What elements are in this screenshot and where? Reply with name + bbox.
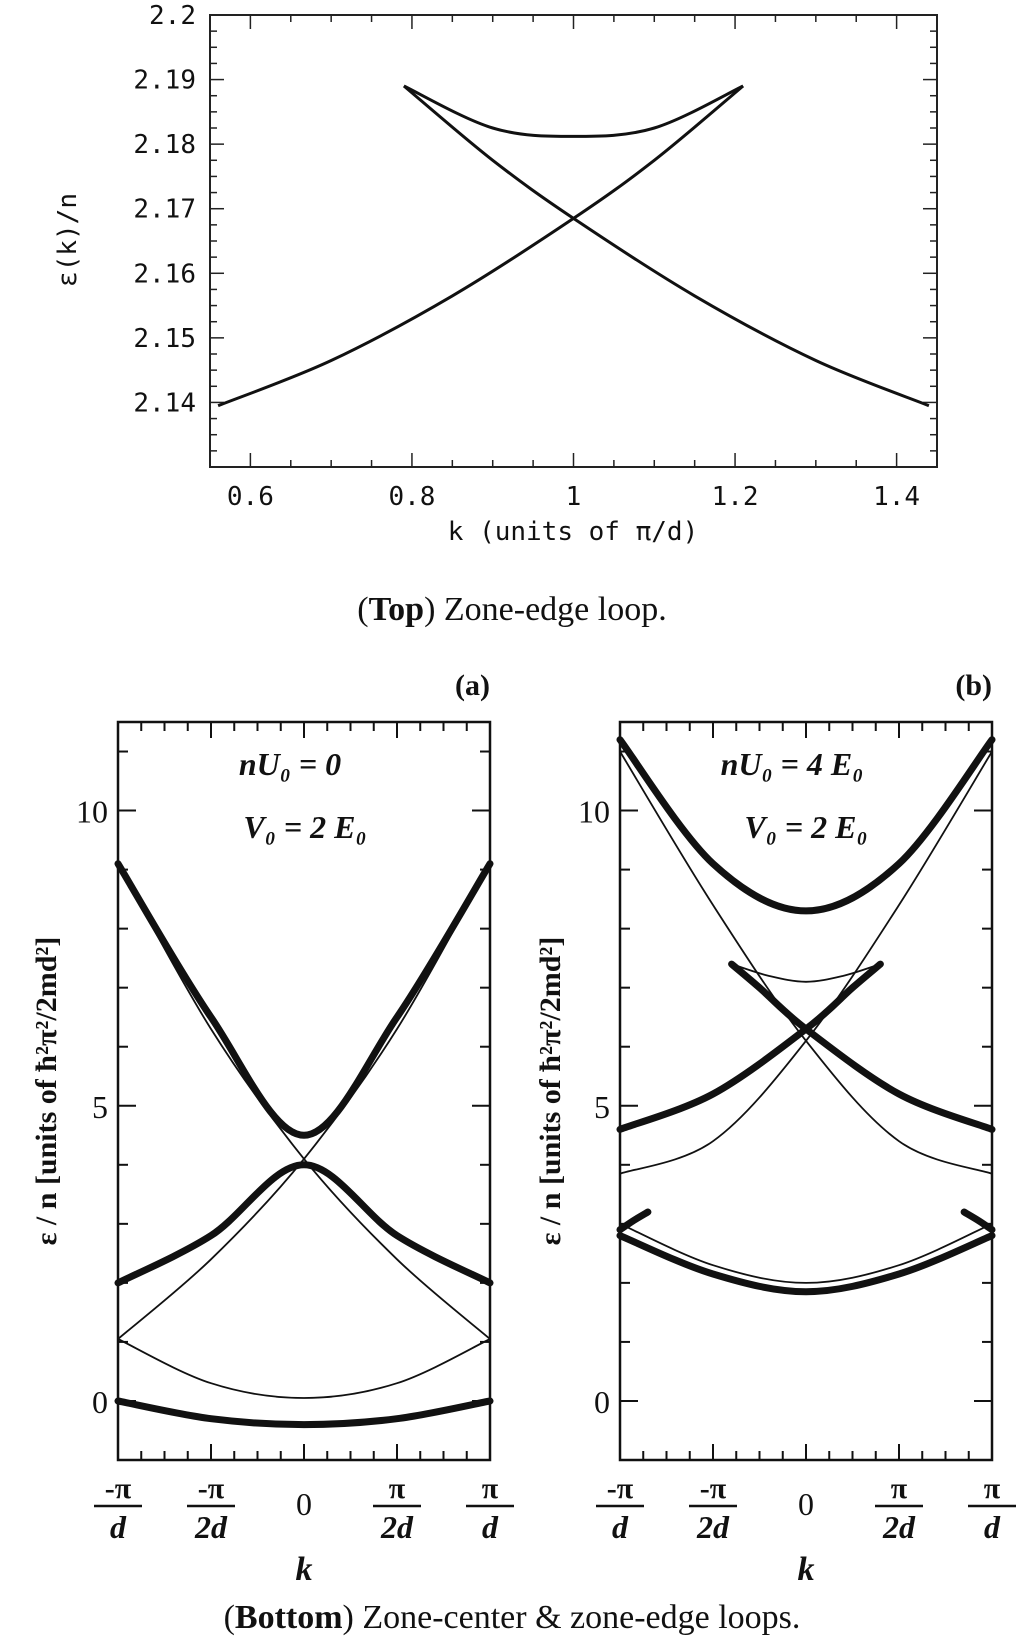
top-y-tick-label: 2.19	[133, 66, 196, 96]
panel-a-x-tick-denominator: d	[482, 1509, 499, 1545]
top-caption-bold: Top	[369, 591, 424, 628]
panel-b-x-axis-label: k	[798, 1551, 815, 1588]
panel-b-annotation-line-2: V₀ = 2 E₀	[744, 809, 867, 845]
panel-b-x-tick-denominator: d	[612, 1509, 629, 1545]
panel-b-y-tick-label: 0	[594, 1384, 610, 1420]
panel-b-x-tick-denominator: 2d	[696, 1509, 730, 1545]
panel-a-x-tick-label: -π d	[94, 1472, 142, 1545]
panel-a-x-tick-label: 0	[296, 1486, 312, 1522]
panel-b-band-7	[619, 1222, 993, 1284]
panel-a-band-2	[114, 1161, 494, 1287]
top-series-line-1	[217, 84, 745, 408]
panel-b-x-tick-denominator: 2d	[882, 1509, 916, 1545]
panel-a-label: (a)	[455, 669, 490, 702]
panel-b-x-tick-numerator: -π	[700, 1472, 727, 1505]
panel-b-x-tick-numerator: π	[891, 1472, 908, 1505]
bottom-caption: (Bottom) Zone-center & zone-edge loops.	[224, 1599, 801, 1636]
panel-a-x-tick-numerator: π	[389, 1472, 406, 1505]
bottom-caption-bold: Bottom	[235, 1599, 343, 1636]
panel-b-band-8	[619, 750, 993, 1175]
panel-a-band-4	[117, 1338, 491, 1399]
panel-b-y-tick-label: 10	[578, 794, 610, 830]
top-y-tick-label: 2.2	[149, 1, 196, 31]
panel-a-y-tick-label: 0	[92, 1384, 108, 1420]
panel-a-x-tick-zero: 0	[296, 1486, 312, 1522]
top-y-tick-label: 2.18	[133, 130, 196, 160]
panel-b-band-1	[616, 1232, 996, 1296]
panel-b-x-tick-label: -π d	[596, 1472, 644, 1545]
panel-a-x-tick-denominator: 2d	[380, 1509, 414, 1545]
panel-a-x-tick-numerator: -π	[198, 1472, 225, 1505]
panel-b-x-tick-label: 0	[798, 1486, 814, 1522]
panel-a-band-6	[117, 862, 491, 1340]
panel-b-x-tick-label: -π 2d	[689, 1472, 737, 1545]
panel-a-band-3	[114, 860, 494, 1139]
top-x-tick-label: 1	[566, 482, 582, 512]
panel-a-annotation-line-2: V₀ = 2 E₀	[243, 809, 366, 845]
panel-b-y-tick-label: 5	[594, 1089, 610, 1125]
panel-b-band-5	[728, 960, 996, 1133]
panel-b-x-tick-label: πd	[968, 1472, 1016, 1545]
panel-b-x-tick-zero: 0	[798, 1486, 814, 1522]
top-series-line-3	[403, 84, 744, 138]
panel-b-annotation-line-1: nU₀ = 4 E₀	[721, 746, 864, 782]
panel-b-x-tick-numerator: π	[984, 1472, 1001, 1505]
panel-a-x-tick-label: -π 2d	[187, 1472, 235, 1545]
panel-a-x-tick-denominator: d	[110, 1509, 127, 1545]
top-chart: 0.6 0.8 1 1.2 1.4 2.14 2.15 2.16 2.17 2.18 2.19 2.2…	[53, 1, 938, 628]
top-y-tick-label: 2.15	[133, 324, 196, 354]
panel-b-band-9	[619, 750, 993, 1175]
top-y-axis-label: ε(k)/n	[53, 193, 83, 287]
panel-a-x-axis-label: k	[296, 1551, 313, 1588]
panel-a-y-axis-label: ε / n [units of ħ²π²/2md²]	[30, 937, 63, 1246]
panel-a-band-1	[114, 1397, 494, 1429]
top-x-tick-label: 0.8	[388, 482, 435, 512]
panel-a-annotation-line-1: nU₀ = 0	[239, 746, 341, 782]
panel-b-band-4	[616, 960, 884, 1133]
top-series-line-2	[402, 84, 930, 408]
top-plot-frame	[209, 14, 938, 468]
top-x-tick-label: 0.6	[227, 482, 274, 512]
panel-a-y-tick-label: 5	[92, 1089, 108, 1125]
panel-b-label: (b)	[955, 669, 992, 702]
top-x-tick-label: 1.4	[873, 482, 920, 512]
panel-b-x-tick-numerator: -π	[607, 1472, 634, 1505]
bottom-caption-text: Zone-center & zone-edge loops.	[354, 1599, 801, 1636]
top-x-axis-label: k (units of π/d)	[448, 517, 698, 547]
panel-a-y-tick-label: 10	[76, 794, 108, 830]
top-caption: (Top) Zone-edge loop.	[357, 591, 666, 628]
top-y-tick-label: 2.16	[133, 259, 196, 289]
top-y-tick-label: 2.14	[133, 388, 196, 418]
panel-a-x-tick-denominator: 2d	[194, 1509, 228, 1545]
panel-a-x-tick-label: πd	[466, 1472, 514, 1545]
panel-b-y-axis-label: ε / n [units of ħ²π²/2md²]	[534, 937, 567, 1246]
panel-a-x-tick-numerator: π	[482, 1472, 499, 1505]
panel-a-x-tick-label: π 2d	[373, 1472, 421, 1545]
panel-a-band-5	[117, 862, 491, 1340]
top-x-tick-label: 1.2	[712, 482, 759, 512]
panel-b-band-2	[616, 1208, 652, 1234]
panel-b-band-3	[960, 1208, 996, 1234]
panel-b-band-10	[730, 963, 882, 983]
panel-a-x-tick-numerator: -π	[105, 1472, 132, 1505]
panel-b-x-tick-label: π 2d	[875, 1472, 923, 1545]
top-y-tick-label: 2.17	[133, 195, 196, 225]
panel-b-x-tick-denominator: d	[984, 1509, 1001, 1545]
panel-b-band-6	[616, 736, 996, 915]
top-caption-text: Zone-edge loop.	[435, 591, 666, 628]
